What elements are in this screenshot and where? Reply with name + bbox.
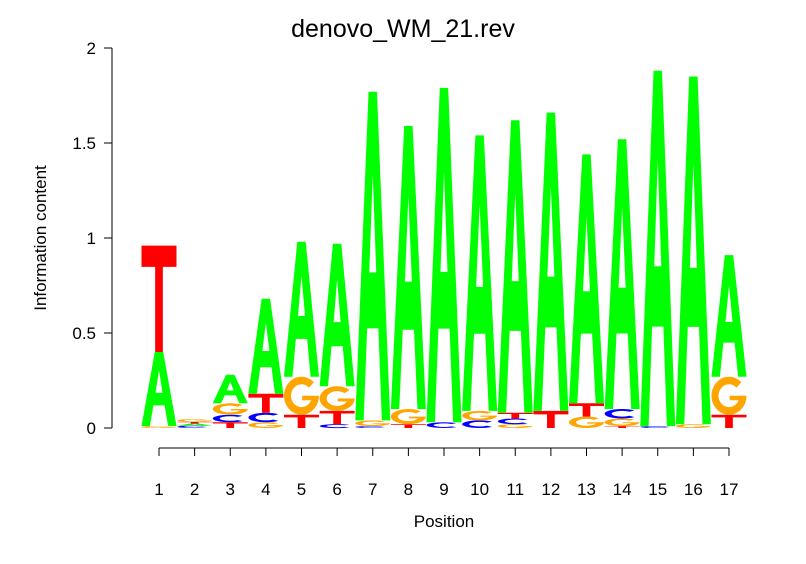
logo-letter-T xyxy=(569,403,604,417)
x-tick-label: 12 xyxy=(541,480,560,499)
logo-letter-G xyxy=(604,418,640,427)
y-axis-label: Information content xyxy=(31,165,50,311)
logo-letter-A xyxy=(497,120,533,413)
logo-letter-A xyxy=(141,352,177,427)
logo-letter-T xyxy=(141,245,177,352)
logo-letter-A xyxy=(248,298,284,394)
logo-letter-C xyxy=(355,426,386,428)
x-tick-label: 11 xyxy=(506,480,524,499)
logo-letter-A xyxy=(462,135,498,411)
logo-letter-G xyxy=(462,410,498,421)
y-tick-label: 1 xyxy=(87,229,96,248)
logo-letter-C xyxy=(212,414,243,423)
logo-letter-A xyxy=(675,76,711,425)
x-tick-label: 13 xyxy=(577,480,596,499)
logo-letter-G xyxy=(319,386,355,411)
logo-letter-C xyxy=(426,422,457,428)
logo-letter-A xyxy=(533,112,569,411)
x-tick-label: 14 xyxy=(613,480,632,499)
y-axis: 0 0.5 1 1.5 2 xyxy=(72,39,113,438)
logo-letter-G xyxy=(390,408,426,425)
logo-letter-A xyxy=(319,243,355,387)
logo-letter-G xyxy=(177,419,213,422)
y-tick-label: 0.5 xyxy=(72,324,96,343)
logo-letter-A xyxy=(177,423,213,426)
logo-letter-G xyxy=(355,420,391,427)
x-axis-label: Position xyxy=(414,512,474,531)
x-tick-label: 6 xyxy=(332,480,341,499)
logo-letter-C xyxy=(497,418,528,425)
logo-letter-T xyxy=(390,424,426,428)
x-tick-label: 4 xyxy=(261,480,270,499)
y-tick-label: 0 xyxy=(87,419,96,438)
x-tick-label: 2 xyxy=(190,480,199,499)
logo-letter-A xyxy=(284,241,319,377)
x-tick-label: 7 xyxy=(368,480,377,499)
x-tick-label: 10 xyxy=(470,480,489,499)
x-axis: 1 2 3 4 5 6 7 8 9 10 11 12 13 14 15 16 17 xyxy=(154,447,739,499)
logo-letter-C xyxy=(248,412,279,423)
logo-letter-C xyxy=(604,409,635,419)
logo-letter-C xyxy=(319,424,350,428)
logo-letter-T xyxy=(284,414,319,428)
logo-letter-A xyxy=(569,154,604,404)
chart-title: denovo_WM_21.rev xyxy=(291,15,515,43)
x-tick-label: 15 xyxy=(648,480,667,499)
logo-letter-T xyxy=(212,422,248,428)
x-tick-label: 5 xyxy=(297,480,306,499)
logo-letter-A xyxy=(604,139,640,409)
y-tick-label: 1.5 xyxy=(72,134,96,153)
x-tick-label: 9 xyxy=(439,480,448,499)
x-tick-label: 17 xyxy=(720,480,739,499)
logo-letter-C xyxy=(462,420,493,428)
logo-letter-T xyxy=(177,421,213,424)
logo-letter-T xyxy=(497,412,533,419)
logo-letter-T xyxy=(711,414,747,428)
logo-letter-A xyxy=(426,87,462,423)
logo-letter-G xyxy=(248,422,284,428)
logo-letter-A xyxy=(711,255,747,377)
logo-letter-G xyxy=(497,424,533,428)
x-tick-label: 1 xyxy=(154,480,163,499)
y-tick-label: 2 xyxy=(87,39,96,58)
x-tick-label: 16 xyxy=(684,480,703,499)
logo-letter-G xyxy=(711,376,747,415)
logo-letter-G xyxy=(284,376,319,415)
logo-letter-A xyxy=(212,374,248,404)
logo-letter-C xyxy=(177,425,208,428)
logo-letter-G xyxy=(569,416,604,428)
logo-letter-G xyxy=(675,424,711,428)
logo-letter-T xyxy=(248,393,284,413)
logo-letter-A xyxy=(640,70,676,427)
logo-letter-T xyxy=(604,426,640,428)
logo-letter-A xyxy=(390,125,426,410)
logo-letter-T xyxy=(533,410,569,428)
logo-letter-A xyxy=(355,91,391,421)
x-tick-label: 8 xyxy=(404,480,413,499)
x-tick-label: 3 xyxy=(226,480,235,499)
logo-letters xyxy=(141,70,747,428)
logo-letter-G xyxy=(212,403,248,415)
logo-letter-G xyxy=(141,426,177,428)
logo-letter-T xyxy=(319,410,355,425)
logo-letter-C xyxy=(640,426,671,428)
